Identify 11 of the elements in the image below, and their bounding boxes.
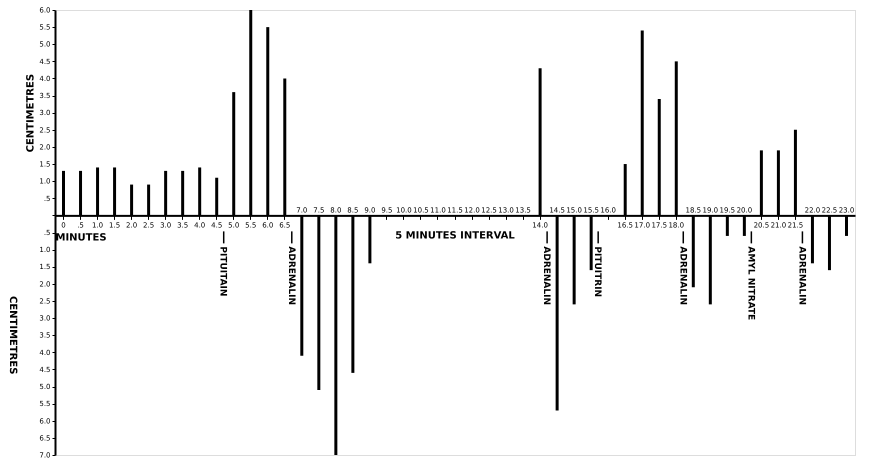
ref-line-label: PITUITAIN	[218, 246, 228, 296]
text: CENTIMETRES	[7, 296, 18, 374]
ref-line-label: AMYL NITRATE	[745, 246, 756, 320]
x-axis-title: MINUTES	[56, 232, 107, 244]
ref-line-label: ADRENALIN	[677, 246, 688, 306]
y-axis-title: CENTIMETRES	[25, 74, 36, 152]
annotation: 5 MINUTES INTERVAL	[395, 230, 516, 242]
ref-line-label: ADRENALIN	[541, 246, 552, 306]
ref-line-label: ADRENALIN	[286, 246, 296, 306]
ref-line-label: ADRENALIN	[796, 246, 806, 306]
ref-line-label: PITUITRIN	[592, 246, 602, 298]
